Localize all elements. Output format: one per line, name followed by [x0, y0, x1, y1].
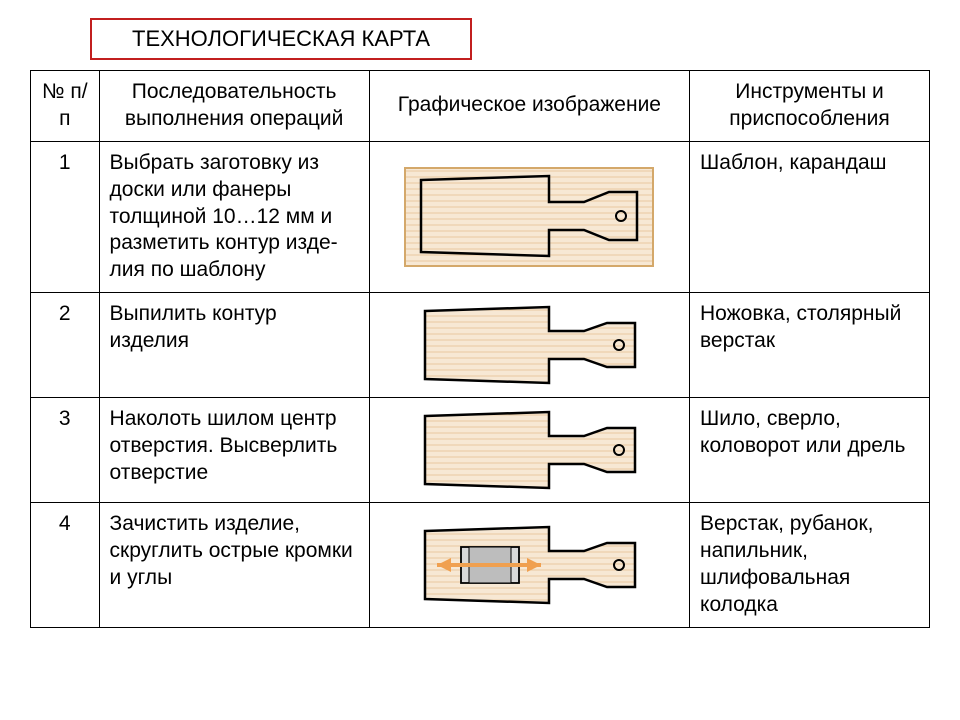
- row4-image: [369, 503, 689, 628]
- row3-tools: Шило, сверло, коловорот или дрель: [690, 398, 930, 503]
- row1-tools: Шаблон, карандаш: [690, 141, 930, 292]
- header-image: Графическое изображение: [369, 71, 689, 142]
- header-num: № п/п: [31, 71, 100, 142]
- table-row: 3 Наколоть шилом центр отверстия. Высвер…: [31, 398, 930, 503]
- table-row: 4 Зачистить изделие, скруглить острые кр…: [31, 503, 930, 628]
- header-operation: Последовательность выполнения операций: [99, 71, 369, 142]
- row2-operation: Выпилить контур изделия: [99, 293, 369, 398]
- row4-tools: Верстак, руба­нок, напильник, шлифовальн…: [690, 503, 930, 628]
- row3-operation: Наколоть шилом центр отверстия. Высверли…: [99, 398, 369, 503]
- row1-operation: Выбрать заготовку из доски или фане­ры т…: [99, 141, 369, 292]
- header-tools: Инструменты и приспособления: [690, 71, 930, 142]
- row4-num: 4: [31, 503, 100, 628]
- row1-num: 1: [31, 141, 100, 292]
- header-row: № п/п Последовательность выполнения опер…: [31, 71, 930, 142]
- row2-num: 2: [31, 293, 100, 398]
- title-box: ТЕХНОЛОГИЧЕСКАЯ КАРТА: [90, 18, 472, 60]
- diagram-row3: [399, 406, 659, 494]
- diagram-row4: [399, 519, 659, 611]
- table-row: 1 Выбрать заготовку из доски или фане­ры…: [31, 141, 930, 292]
- row3-image: [369, 398, 689, 503]
- row1-image: [369, 141, 689, 292]
- page-title: ТЕХНОЛОГИЧЕСКАЯ КАРТА: [132, 26, 430, 51]
- row3-num: 3: [31, 398, 100, 503]
- row2-image: [369, 293, 689, 398]
- table-row: 2 Выпилить контур изделия Ножовка, столя…: [31, 293, 930, 398]
- diagram-row1: [399, 162, 659, 272]
- tech-card-table: № п/п Последовательность выполнения опер…: [30, 70, 930, 628]
- row2-tools: Ножовка, столярный верстак: [690, 293, 930, 398]
- row4-operation: Зачистить изделие, скруглить острые кром…: [99, 503, 369, 628]
- diagram-row2: [399, 301, 659, 389]
